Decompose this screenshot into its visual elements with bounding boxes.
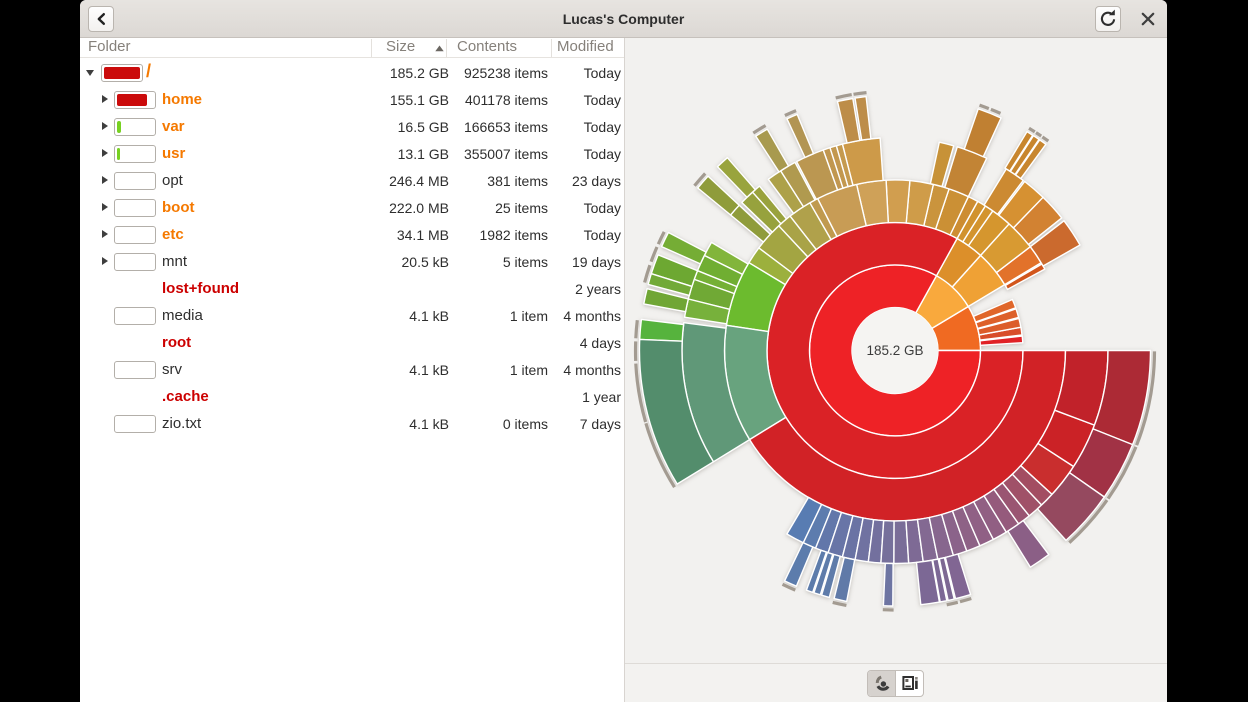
svg-text:185.2 GB: 185.2 GB (866, 343, 923, 358)
